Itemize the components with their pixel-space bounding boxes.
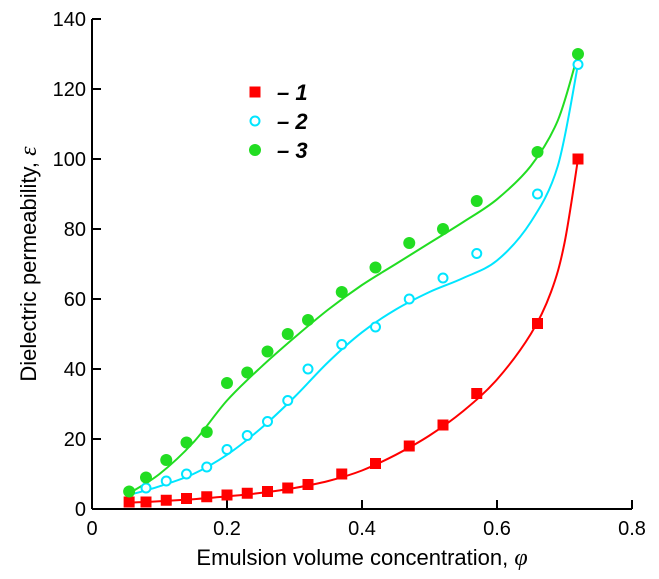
series-1-point <box>302 479 314 490</box>
x-axis-title: Emulsion volume concentration, φ <box>196 545 527 571</box>
y-tick-label: 60 <box>64 289 86 311</box>
series-3-point <box>123 485 136 498</box>
y-tick-label: 40 <box>64 359 86 381</box>
series-2-point <box>302 363 314 375</box>
series-2-point <box>201 461 213 473</box>
y-axis-title-symbol: ε <box>16 146 42 156</box>
series-2-point <box>336 339 348 350</box>
data-points <box>123 48 584 508</box>
series-1-point <box>532 318 543 329</box>
x-tick-label: 0.8 <box>618 518 646 540</box>
series-2-point <box>181 468 192 480</box>
y-tick-label: 20 <box>64 429 86 451</box>
series-1-point <box>221 489 233 501</box>
series-1-point <box>471 388 483 399</box>
series-2-point <box>282 395 294 406</box>
series-2-point <box>532 188 543 200</box>
y-tick-label: 140 <box>53 9 86 31</box>
series-3-point <box>572 48 584 60</box>
series-1-point <box>370 458 381 469</box>
legend-label-3: – 3 <box>277 138 308 163</box>
series-3-point <box>200 426 213 438</box>
series-1-point <box>201 491 213 503</box>
series-2-point <box>262 416 273 427</box>
series-3-point <box>281 328 294 340</box>
legend-marker-1 <box>249 86 261 98</box>
series-3-point <box>470 195 483 207</box>
series-3-point <box>160 454 173 466</box>
series-2-point <box>370 321 381 333</box>
legend-label-1: – 1 <box>277 80 308 105</box>
x-tick-label: 0 <box>86 518 97 540</box>
series-1-fit-line <box>129 158 579 504</box>
legend-label-2: – 2 <box>277 109 308 134</box>
series-3-point <box>335 286 348 298</box>
series-2-point <box>221 444 233 455</box>
series-1-point <box>181 493 192 504</box>
legend-marker-3 <box>249 144 261 156</box>
series-3-fit-line <box>128 53 579 495</box>
series-1-point <box>140 496 152 508</box>
series-3-point <box>437 223 449 235</box>
y-tick-label: 100 <box>53 149 86 171</box>
series-3-point <box>531 146 544 158</box>
series-2-point <box>241 430 253 441</box>
series-2-point <box>437 272 449 284</box>
series-1-point <box>241 487 253 499</box>
series-3-point <box>140 471 152 484</box>
axes <box>91 19 632 510</box>
x-tick-label: 0.6 <box>483 518 511 540</box>
series-3-point <box>241 366 254 379</box>
x-tick-label: 0.2 <box>213 518 241 540</box>
series-2-point <box>572 59 584 70</box>
y-axis-title-text: Dielectric permeability, <box>16 156 41 382</box>
fit-curves <box>128 53 579 504</box>
y-tick-label: 80 <box>64 219 86 241</box>
y-tick-label: 120 <box>53 79 86 101</box>
series-3-point <box>261 345 274 358</box>
x-axis-title-symbol: φ <box>514 545 527 571</box>
y-axis-title: Dielectric permeability, ε <box>16 146 42 382</box>
series-2-point <box>140 482 152 494</box>
series-1-point <box>282 482 294 494</box>
y-tick-label: 0 <box>75 499 86 521</box>
series-2-point <box>160 475 172 487</box>
series-1-point <box>160 494 172 506</box>
series-3-point <box>180 436 193 449</box>
series-2-point <box>471 248 483 259</box>
series-1-point <box>403 440 415 452</box>
x-tick-label: 0.4 <box>348 518 376 540</box>
series-1-point <box>262 486 273 497</box>
series-3-point <box>302 314 314 326</box>
series-3-point <box>221 377 233 389</box>
series-1-point <box>336 468 348 480</box>
x-axis-title-text: Emulsion volume concentration, <box>196 545 514 570</box>
series-3-point <box>403 237 416 249</box>
series-2-fit-line <box>128 64 579 496</box>
series-1-point <box>437 419 449 431</box>
series-1-point <box>572 153 584 165</box>
series-1-point <box>123 496 135 508</box>
x-ticks: 0 0.2 0.4 0.6 0.8 <box>86 500 646 540</box>
y-ticks: 0 20 40 60 80 100 120 140 <box>53 9 101 521</box>
series-2-point <box>403 293 415 305</box>
legend-marker-2 <box>249 115 261 127</box>
series-3-point <box>369 261 382 274</box>
legend: – 1 – 2 – 3 <box>249 80 308 163</box>
